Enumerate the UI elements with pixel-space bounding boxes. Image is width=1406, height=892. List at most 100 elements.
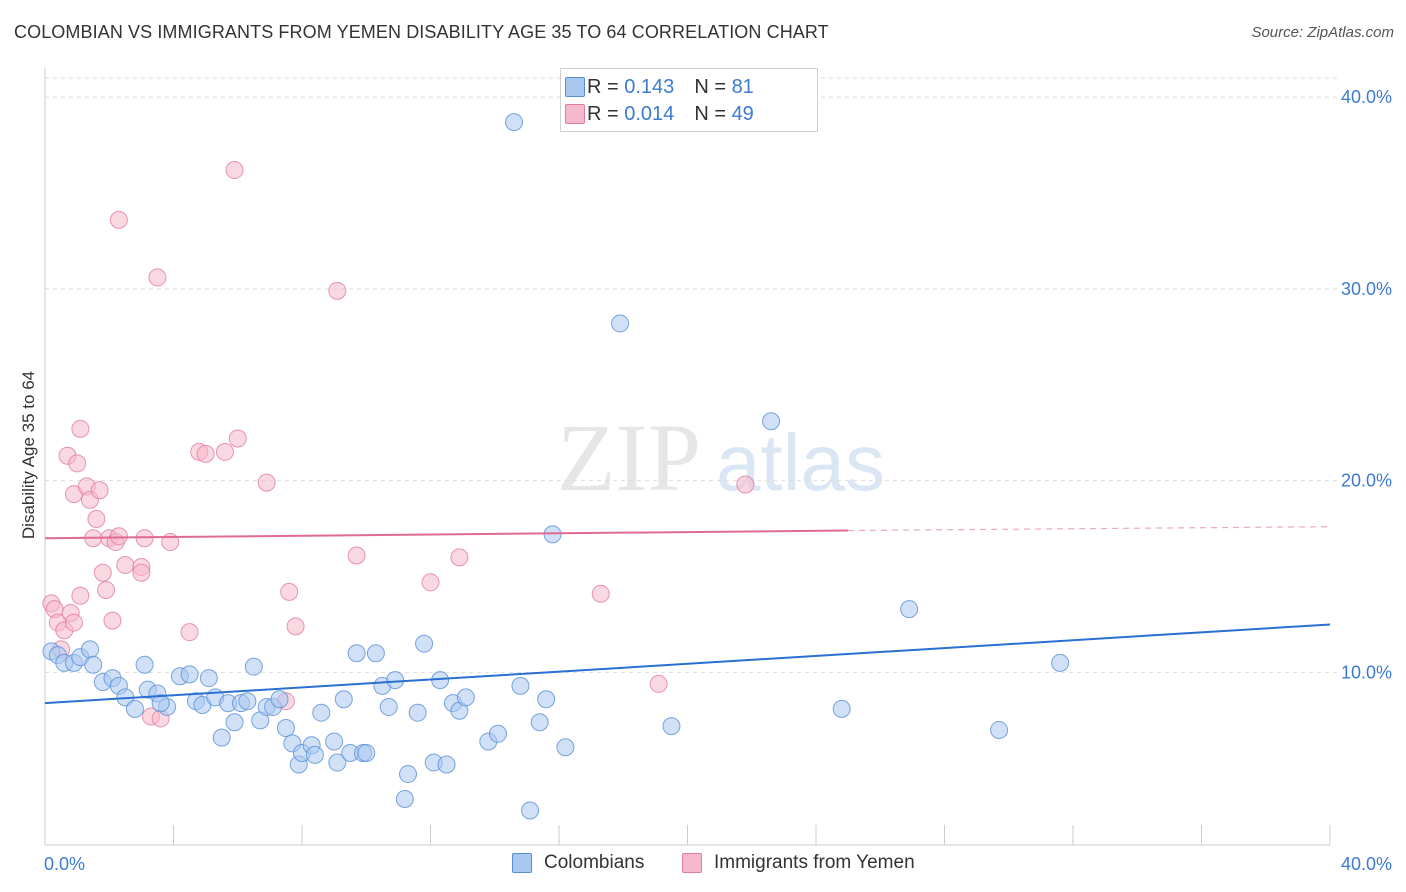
yemen-point: [68, 454, 87, 473]
y-axis-label: Disability Age 35 to 64: [19, 371, 38, 539]
yemen-point: [109, 210, 128, 229]
yemen-point: [148, 268, 167, 287]
legend-item-yemen: Immigrants from Yemen: [682, 852, 915, 874]
yemen-point: [736, 475, 755, 494]
yemen-point: [257, 473, 276, 492]
legend-swatch-blue: [565, 77, 585, 97]
x-tick-label: 40.0%: [1341, 854, 1392, 874]
colombian-point: [990, 720, 1009, 739]
y-tick-label: 20.0%: [1341, 471, 1392, 491]
legend-r-value: 0.143: [624, 75, 675, 98]
colombian-point: [521, 801, 540, 820]
yemen-point: [347, 546, 366, 565]
colombian-point: [415, 634, 434, 653]
yemen-point: [591, 584, 610, 603]
y-tick-label: 10.0%: [1341, 662, 1392, 682]
colombian-point: [556, 738, 575, 757]
colombian-point: [328, 753, 347, 772]
yemen-point: [450, 548, 469, 567]
legend-n-value: 49: [731, 102, 754, 125]
yemen-point: [328, 281, 347, 300]
yemen-point: [93, 563, 112, 582]
colombian-point: [325, 732, 344, 751]
legend-swatch-pink: [565, 104, 585, 124]
chart-source: Source: ZipAtlas.com: [1251, 24, 1394, 41]
colombian-point: [395, 789, 414, 808]
colombian-point: [212, 728, 231, 747]
yemen-point: [71, 586, 90, 605]
colombian-point: [456, 688, 475, 707]
legend-n-label: N =: [694, 75, 726, 98]
yemen-point: [215, 442, 234, 461]
trendlines: [44, 526, 1331, 705]
watermark: ZIP atlas: [557, 404, 885, 511]
colombian-point: [244, 657, 263, 676]
series-colombians: [42, 113, 1070, 820]
x-tick-labels: 0.0% 40.0%: [44, 854, 1392, 874]
yemen-point: [64, 613, 83, 632]
colombian-point: [386, 671, 405, 690]
yemen-point: [97, 580, 116, 599]
legend-r-label: R =: [587, 75, 619, 98]
colombian-point: [357, 743, 376, 762]
watermark-zip: ZIP: [557, 404, 701, 511]
colombian-point: [305, 745, 324, 764]
colombian-point: [225, 713, 244, 732]
y-tick-label: 40.0%: [1341, 87, 1392, 107]
colombian-point: [347, 644, 366, 663]
colombian-point: [238, 692, 257, 711]
colombian-point: [80, 640, 99, 659]
colombian-point: [312, 703, 331, 722]
yemen-point: [228, 429, 247, 448]
legend-row-colombians: R = 0.143 N = 81: [565, 74, 754, 100]
yemen-point: [116, 556, 135, 575]
colombian-point: [135, 655, 154, 674]
legend-row-yemen: R = 0.014 N = 49: [565, 101, 754, 127]
series-legend: Colombians Immigrants from Yemen: [0, 852, 1406, 878]
legend-swatch-pink: [682, 853, 702, 873]
yemen-point: [71, 419, 90, 438]
yemen-point: [225, 161, 244, 180]
colombian-point: [1051, 653, 1070, 672]
colombian-point: [488, 724, 507, 743]
colombian-point: [399, 765, 418, 784]
colombian-point: [611, 314, 630, 333]
yemen-point: [180, 623, 199, 642]
legend-label-yemen: Immigrants from Yemen: [714, 852, 915, 873]
colombian-point: [832, 699, 851, 718]
legend-n-label: N =: [694, 102, 726, 125]
yemen-point: [196, 444, 215, 463]
colombian-point: [151, 694, 170, 713]
legend-r-value: 0.014: [624, 102, 675, 125]
colombians-trendline: [44, 623, 1331, 705]
y-tick-label: 30.0%: [1341, 279, 1392, 299]
yemen-point: [103, 611, 122, 630]
colombian-point: [408, 703, 427, 722]
yemen-point: [280, 582, 299, 601]
legend-item-colombians: Colombians: [512, 852, 644, 874]
colombian-point: [505, 113, 524, 132]
yemen-trendline: [44, 529, 849, 540]
colombian-point: [334, 690, 353, 709]
yemen-point: [87, 510, 106, 529]
colombian-point: [379, 697, 398, 716]
colombian-point: [276, 719, 295, 738]
yemen-point: [90, 481, 109, 500]
yemen-point: [109, 527, 128, 546]
colombian-point: [762, 412, 781, 431]
yemen-point: [132, 563, 151, 582]
y-tick-labels: 10.0% 20.0% 30.0% 40.0%: [1341, 87, 1392, 682]
legend-r-label: R =: [587, 102, 619, 125]
colombian-point: [900, 600, 919, 619]
chart-title: COLOMBIAN VS IMMIGRANTS FROM YEMEN DISAB…: [14, 22, 829, 42]
legend-swatch-blue: [512, 853, 532, 873]
axes: [44, 68, 1331, 846]
yemen-point: [421, 573, 440, 592]
colombian-point: [530, 713, 549, 732]
colombian-point: [84, 655, 103, 674]
colombian-point: [125, 699, 144, 718]
yemen-trendline-extension: [848, 526, 1331, 532]
legend-label-colombians: Colombians: [544, 852, 645, 873]
watermark-atlas: atlas: [716, 418, 885, 507]
